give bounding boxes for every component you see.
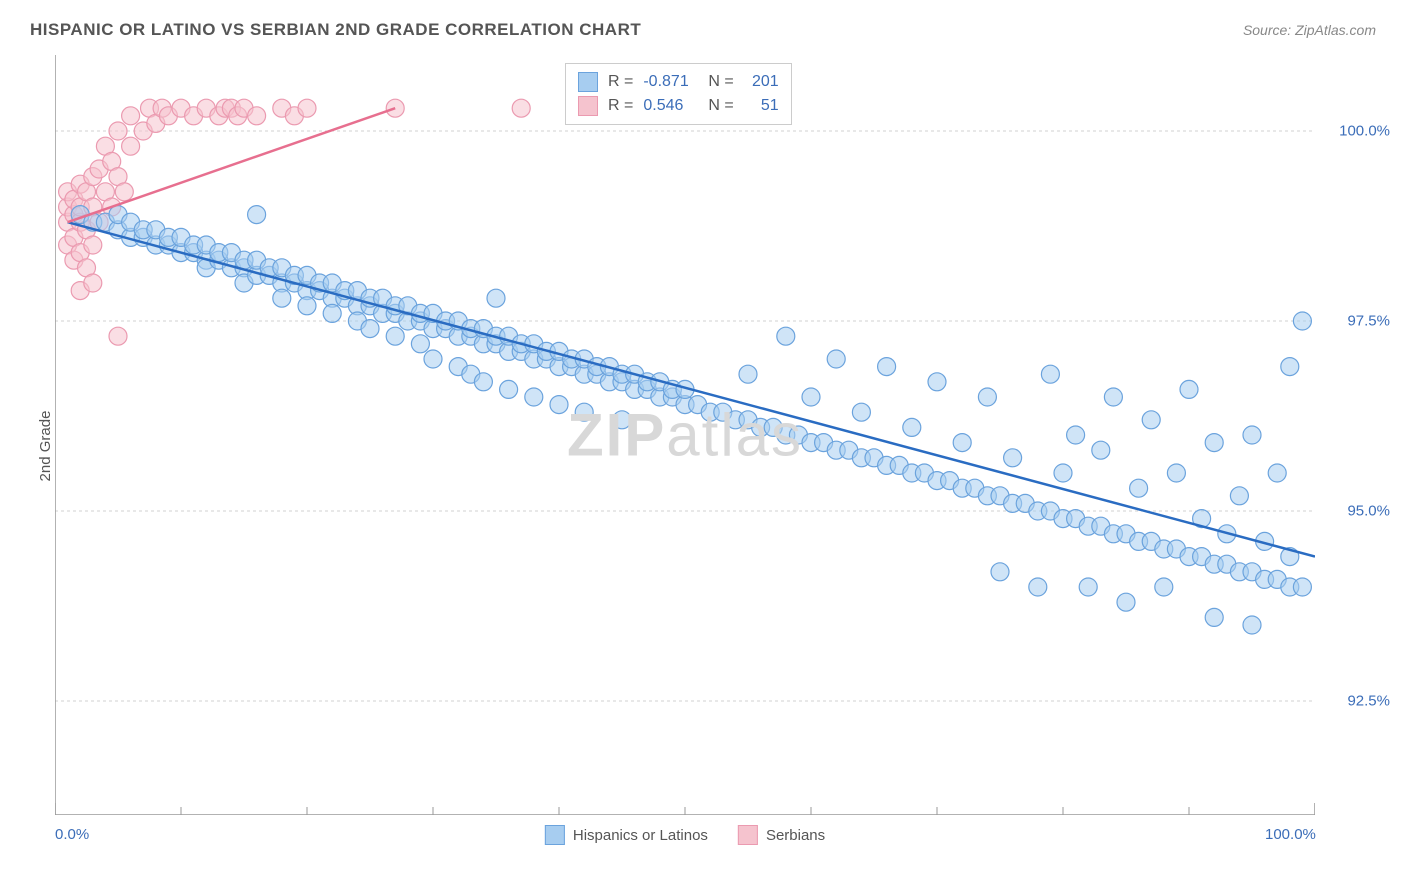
- x-tick-label: 100.0%: [1265, 826, 1316, 843]
- stats-legend-box: R = -0.871 N = 201 R = 0.546 N = 51: [565, 63, 792, 125]
- swatch-blue: [578, 72, 598, 92]
- scatter-plot: [55, 55, 1315, 815]
- legend-swatch-blue: [545, 825, 565, 845]
- bottom-legend: Hispanics or Latinos Serbians: [545, 825, 825, 845]
- legend-item-1: Hispanics or Latinos: [545, 825, 708, 845]
- legend-label-1: Hispanics or Latinos: [573, 827, 708, 844]
- legend-item-2: Serbians: [738, 825, 825, 845]
- stats-row-1: R = -0.871 N = 201: [578, 70, 779, 94]
- y-axis-label: 2nd Grade: [37, 411, 54, 482]
- y-tick-label: 92.5%: [1347, 693, 1390, 710]
- y-tick-label: 100.0%: [1339, 123, 1390, 140]
- y-tick-label: 95.0%: [1347, 503, 1390, 520]
- n-value-1: 201: [744, 73, 779, 91]
- source-label: Source: ZipAtlas.com: [1243, 22, 1376, 38]
- stats-row-2: R = 0.546 N = 51: [578, 94, 779, 118]
- swatch-pink: [578, 96, 598, 116]
- x-tick-label: 0.0%: [55, 826, 89, 843]
- legend-swatch-pink: [738, 825, 758, 845]
- r-value-1: -0.871: [643, 73, 698, 91]
- chart-title: HISPANIC OR LATINO VS SERBIAN 2ND GRADE …: [30, 20, 641, 40]
- chart-area: ZIPatlas R = -0.871 N = 201 R = 0.546 N …: [55, 55, 1315, 815]
- n-value-2: 51: [744, 97, 779, 115]
- legend-label-2: Serbians: [766, 827, 825, 844]
- y-tick-label: 97.5%: [1347, 313, 1390, 330]
- r-value-2: 0.546: [643, 97, 698, 115]
